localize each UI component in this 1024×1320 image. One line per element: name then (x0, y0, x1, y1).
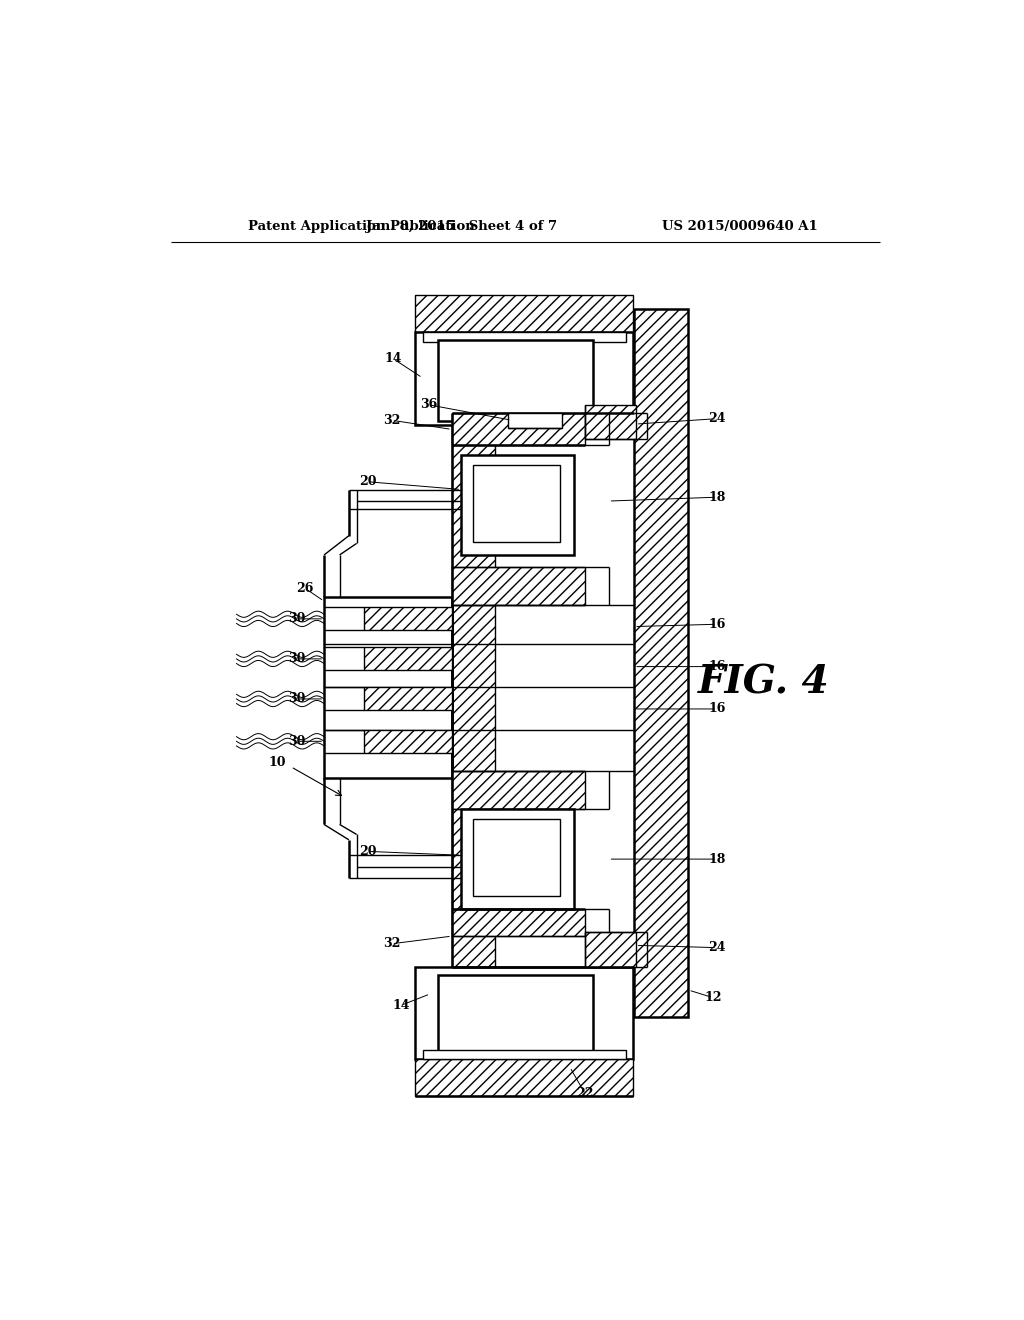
Text: Jan. 8, 2015   Sheet 4 of 7: Jan. 8, 2015 Sheet 4 of 7 (366, 219, 557, 232)
Bar (508, 412, 562, 428)
Text: 30: 30 (289, 735, 305, 748)
Text: 20: 20 (359, 475, 377, 488)
Bar (452, 412, 586, 445)
Text: 30: 30 (289, 693, 305, 705)
Text: FIG. 4: FIG. 4 (697, 663, 829, 701)
Text: 14: 14 (384, 352, 401, 366)
Bar (365, 647, 452, 671)
Bar (365, 730, 452, 752)
Bar (461, 455, 573, 554)
Text: Patent Application Publication: Patent Application Publication (248, 219, 475, 232)
Bar (634, 309, 688, 1016)
Bar (452, 909, 586, 936)
Bar (473, 465, 560, 543)
Bar (415, 1059, 633, 1096)
Bar (438, 974, 593, 1056)
Bar (452, 771, 586, 809)
Bar (586, 932, 636, 966)
Bar (423, 1051, 626, 1059)
Text: 16: 16 (709, 660, 726, 673)
Bar (438, 341, 593, 421)
Text: 12: 12 (705, 991, 722, 1005)
Bar (365, 730, 452, 752)
Bar (423, 333, 626, 342)
Bar (586, 405, 636, 440)
Bar (365, 607, 452, 631)
Text: 18: 18 (709, 491, 726, 504)
Bar (415, 1059, 633, 1096)
Text: 32: 32 (383, 937, 400, 950)
Bar (415, 296, 633, 333)
Text: 20: 20 (359, 845, 377, 858)
Bar (365, 688, 452, 710)
Text: 16: 16 (709, 618, 726, 631)
Bar (586, 932, 636, 966)
Text: 32: 32 (383, 413, 400, 426)
Text: US 2015/0009640 A1: US 2015/0009640 A1 (663, 219, 818, 232)
Text: 10: 10 (268, 755, 286, 768)
Bar (324, 597, 452, 779)
Bar (461, 809, 573, 909)
Text: 22: 22 (577, 1088, 594, 1101)
Text: 18: 18 (709, 853, 726, 866)
Text: 14: 14 (392, 999, 410, 1012)
Bar (634, 309, 688, 1016)
Bar (473, 818, 560, 896)
Bar (415, 966, 633, 1059)
Text: 30: 30 (289, 612, 305, 626)
Bar (452, 566, 586, 605)
Bar (365, 607, 452, 631)
Bar (452, 909, 586, 936)
Bar (415, 333, 633, 425)
Text: 24: 24 (709, 412, 726, 425)
Bar (586, 405, 636, 440)
Text: 16: 16 (709, 702, 726, 715)
Text: 30: 30 (289, 652, 305, 665)
Bar (452, 412, 495, 966)
Bar (452, 771, 586, 809)
Bar (365, 647, 452, 671)
Text: 24: 24 (709, 941, 726, 954)
Bar (365, 688, 452, 710)
Text: 26: 26 (296, 582, 313, 594)
Bar (415, 296, 633, 333)
Bar (452, 412, 586, 445)
Bar (452, 412, 495, 966)
Text: 36: 36 (420, 399, 437, 412)
Bar (452, 566, 586, 605)
